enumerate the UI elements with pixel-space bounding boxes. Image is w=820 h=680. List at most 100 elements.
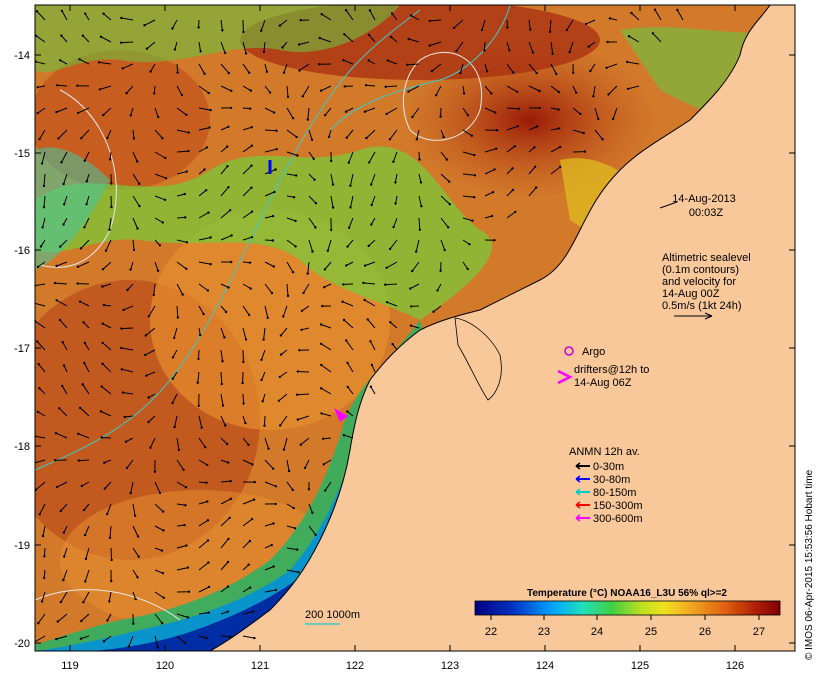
velocity-arrow [350,195,354,208]
velocity-arrow-head [185,241,189,244]
velocity-arrow-head [493,239,496,242]
velocity-arrow [108,591,112,602]
velocity-arrows [35,8,684,649]
velocity-arrow-head [173,425,176,429]
velocity-arrow-head [342,318,346,322]
velocity-arrow-head [366,318,369,321]
velocity-arrow [83,362,90,373]
velocity-arrow-head [317,62,321,66]
velocity-arrow-head [274,502,277,506]
velocity-arrow [198,540,209,549]
velocity-arrow-head [164,177,168,180]
velocity-arrow [386,107,398,115]
velocity-arrow-head [83,159,87,162]
velocity-arrow [299,63,310,71]
velocity-arrow-head [248,107,252,110]
velocity-arrow [261,371,266,381]
velocity-arrow-head [199,50,202,53]
velocity-arrow-head [250,164,253,167]
velocity-arrow-head [282,448,286,451]
velocity-arrow [79,58,90,65]
velocity-arrow [297,415,310,421]
velocity-arrow [528,85,540,92]
velocity-arrow [242,415,246,424]
velocity-arrow-head [143,24,146,27]
velocity-arrow [370,341,376,351]
velocity-arrow-head [517,107,521,111]
velocity-arrow-head [132,622,135,625]
velocity-arrow-head [55,299,58,302]
velocity-arrow-head [345,264,348,267]
velocity-arrow [343,434,354,439]
velocity-arrow-head [471,219,474,222]
velocity-arrow [59,59,68,65]
velocity-arrow-head [346,361,349,365]
velocity-arrow [102,283,112,288]
velocity-arrow [101,437,112,439]
velocity-arrow-head [110,182,113,185]
velocity-arrow [319,37,332,43]
colorbar-tick-label: 26 [699,626,711,638]
velocity-arrow [102,107,112,116]
velocity-arrow-head [206,463,209,467]
velocity-arrow [569,41,574,53]
sealevel-contour [39,89,117,268]
velocity-arrow-head [415,138,418,141]
velocity-arrow-head [651,32,655,35]
velocity-arrow-head [307,488,311,491]
velocity-arrow-head [173,336,176,339]
velocity-arrow-head [209,236,212,239]
velocity-arrow [39,129,46,140]
velocity-arrow-head [229,479,232,483]
velocity-arrow-head [534,186,538,189]
velocity-arrow-head [296,548,299,551]
velocity-arrow-head [331,183,335,186]
velocity-arrow-head [55,264,58,268]
velocity-arrow [127,283,134,291]
velocity-arrow-head [330,228,333,232]
velocity-arrow-head [161,622,164,625]
velocity-arrow-head [156,646,160,649]
velocity-arrow-head [79,247,83,250]
velocity-arrow-head [347,161,350,164]
colorbar-title: Temperature (°C) NOAA16_L3U 56% ql>=2 [527,588,727,599]
velocity-arrow [435,85,442,96]
velocity-arrow [176,459,184,470]
anmn-legend-label: 80-150m [593,487,636,499]
velocity-arrow [103,13,112,21]
velocity-arrow-head [229,106,233,110]
velocity-arrow-head [244,52,248,55]
velocity-arrow [440,173,450,182]
velocity-arrow-head [314,533,317,536]
velocity-arrow-head [362,281,365,285]
velocity-arrow-head [62,182,65,186]
velocity-arrow [106,129,112,139]
velocity-arrow [282,305,288,317]
velocity-arrow [144,349,156,356]
velocity-arrow [411,261,420,272]
velocity-arrow [297,393,310,396]
velocity-arrow [264,589,276,593]
velocity-arrow-head [341,300,344,303]
velocity-arrow-head [137,555,140,558]
velocity-arrow-head [626,60,629,64]
velocity-arrow-head [35,34,38,37]
velocity-arrow [411,107,420,118]
isobath-label: 200 1000m [305,609,360,621]
velocity-arrow [104,459,112,464]
velocity-arrow-head [306,118,309,121]
velocity-arrow [506,85,518,93]
velocity-arrow-head [158,244,161,247]
velocity-arrow [261,349,266,360]
velocity-arrow-head [162,596,165,599]
velocity-arrow [242,518,253,527]
velocity-arrow-head [199,333,202,337]
velocity-arrow [286,503,294,509]
velocity-arrow [264,107,275,114]
velocity-arrow [550,85,560,93]
velocity-arrow-head [575,91,578,94]
velocity-arrow-head [253,636,256,640]
anmn-legend-label: 30-80m [593,474,630,486]
velocity-arrow [349,173,354,186]
velocity-arrow [83,217,90,228]
